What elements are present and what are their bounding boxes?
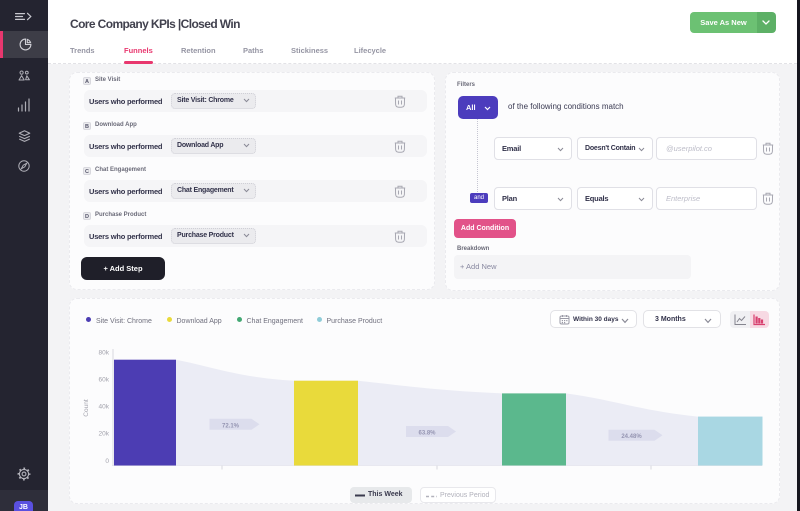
svg-text:40k: 40k xyxy=(99,404,110,411)
svg-text:Count: Count xyxy=(83,399,90,417)
svg-text:80k: 80k xyxy=(99,350,110,357)
svg-text:72.1%: 72.1% xyxy=(222,423,240,429)
svg-text:60k: 60k xyxy=(99,377,110,384)
svg-text:63.8%: 63.8% xyxy=(418,431,436,437)
svg-text:20k: 20k xyxy=(99,431,110,438)
svg-text:24.48%: 24.48% xyxy=(621,434,642,440)
svg-text:0: 0 xyxy=(105,458,109,465)
